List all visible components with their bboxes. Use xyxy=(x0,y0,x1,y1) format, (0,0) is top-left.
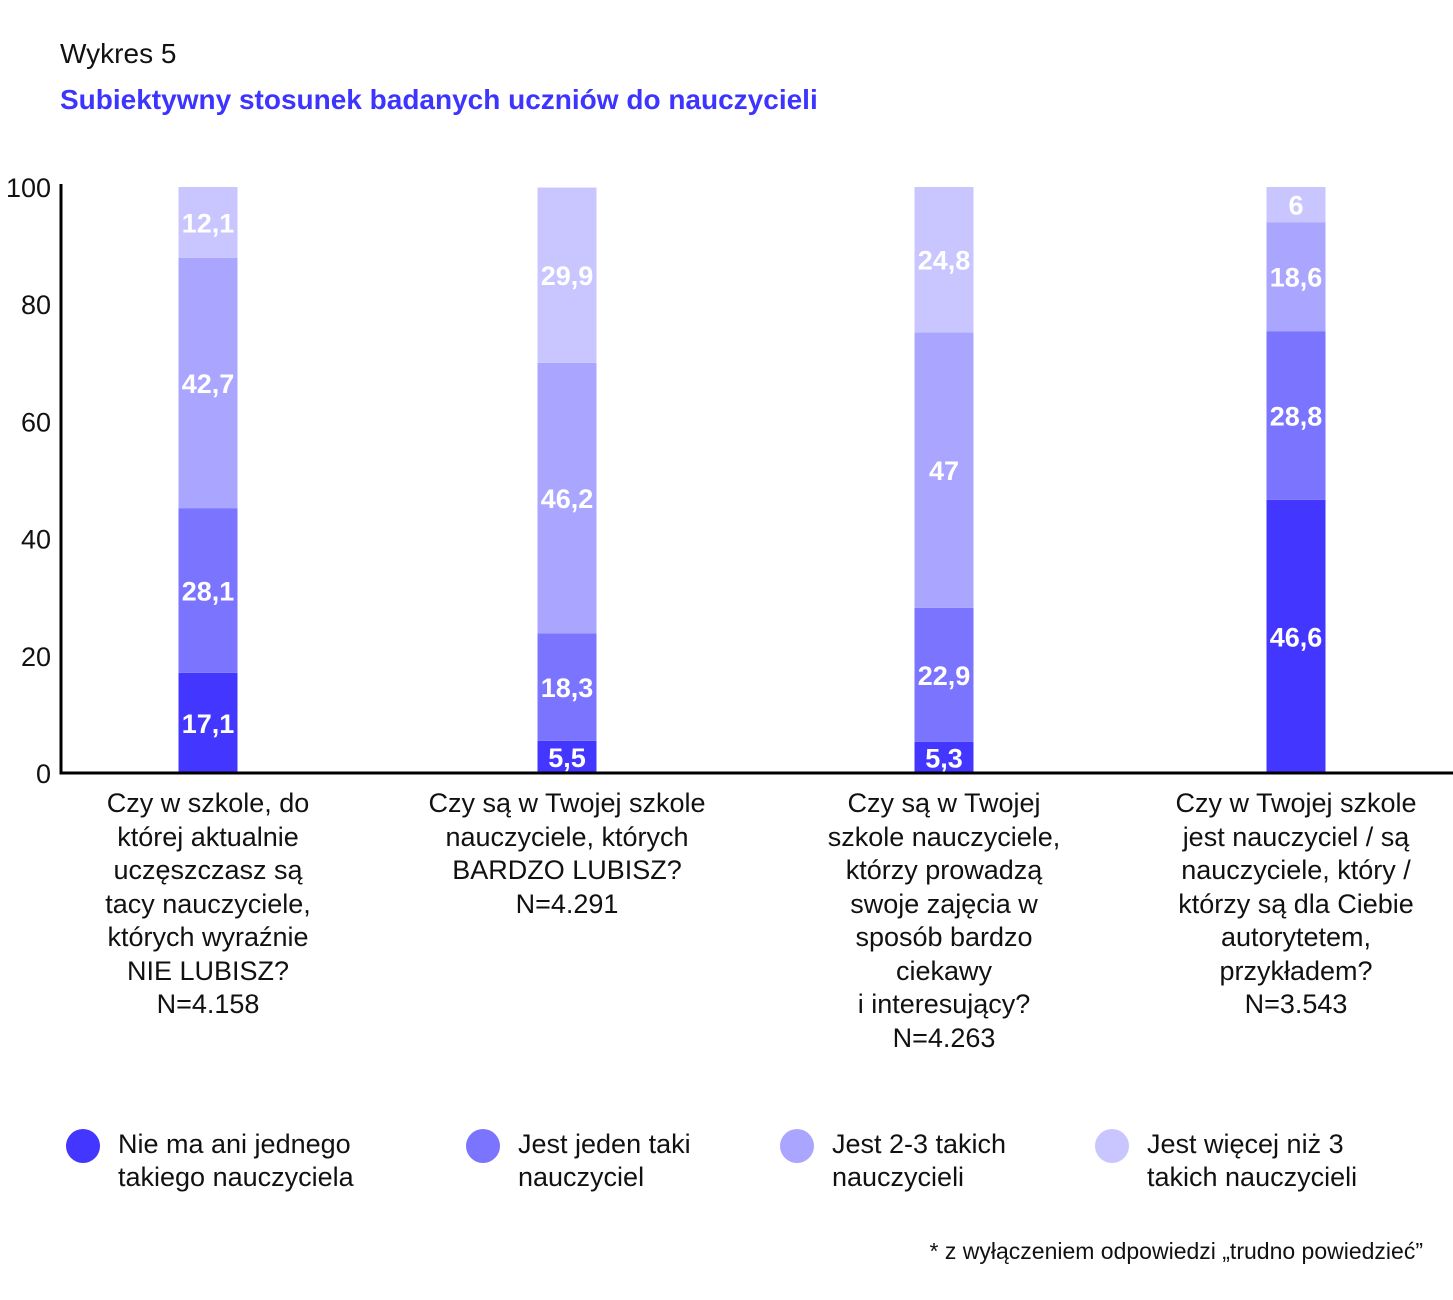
legend-label-one: Jest jeden taki nauczyciel xyxy=(518,1129,691,1192)
data-label-0-1: 28,1 xyxy=(182,576,235,606)
legend-swatch-more-than-three xyxy=(1095,1129,1129,1163)
bar-segment-1-1 xyxy=(537,633,597,741)
data-label-3-1: 28,8 xyxy=(1270,402,1323,432)
y-tick-label-80: 80 xyxy=(21,290,51,320)
bar-segment-1-3 xyxy=(537,187,597,363)
y-tick-label-0: 0 xyxy=(36,759,51,789)
legend-item-two-three: Jest 2-3 takich nauczycieli xyxy=(780,1128,1006,1194)
bar-segment-2-1 xyxy=(914,607,974,742)
y-tick-label-60: 60 xyxy=(21,407,51,437)
bar-segment-3-2 xyxy=(1266,222,1326,332)
data-label-1-2: 46,2 xyxy=(541,484,594,514)
data-label-2-1: 22,9 xyxy=(918,661,971,691)
bar-segment-2-2 xyxy=(914,332,974,608)
legend-swatch-two-three xyxy=(780,1129,814,1163)
bar-segment-2-3 xyxy=(914,187,974,333)
legend-item-none: Nie ma ani jednego takiego nauczyciela xyxy=(66,1128,354,1194)
data-label-3-2: 18,6 xyxy=(1270,263,1323,293)
bar-segment-1-2 xyxy=(537,362,597,634)
bar-segment-3-1 xyxy=(1266,331,1326,500)
legend-item-one: Jest jeden taki nauczyciel xyxy=(466,1128,691,1194)
data-label-2-3: 24,8 xyxy=(918,246,971,276)
legend-label-two-three: Jest 2-3 takich nauczycieli xyxy=(832,1129,1007,1192)
legend-item-more-than-three: Jest więcej niż 3 takich nauczycieli xyxy=(1095,1128,1357,1194)
bar-segment-0-1 xyxy=(178,508,238,673)
legend-swatch-one xyxy=(466,1129,500,1163)
bar-segment-2-0 xyxy=(914,741,974,773)
data-label-2-0: 5,3 xyxy=(925,743,963,773)
y-tick-label-100: 100 xyxy=(6,173,51,203)
data-label-1-1: 18,3 xyxy=(541,673,594,703)
data-label-1-3: 29,9 xyxy=(541,261,594,291)
data-label-0-2: 42,7 xyxy=(182,369,235,399)
category-label-1: Czy są w Twojej szkole nauczyciele, któr… xyxy=(428,788,706,919)
data-label-3-3: 6 xyxy=(1288,191,1303,221)
chart-title: Subiektywny stosunek badanych uczniów do… xyxy=(60,84,818,115)
category-label-3: Czy w Twojej szkole jest nauczyciel / są… xyxy=(1175,788,1417,1019)
legend-label-more-than-three: Jest więcej niż 3 takich nauczycieli xyxy=(1147,1129,1358,1192)
legend-label-none: Nie ma ani jednego takiego nauczyciela xyxy=(118,1129,354,1192)
bar-segment-0-2 xyxy=(178,257,238,509)
bar-segment-0-3 xyxy=(178,187,238,258)
legend-swatch-none xyxy=(66,1129,100,1163)
chart-number: Wykres 5 xyxy=(60,38,177,69)
y-tick-label-40: 40 xyxy=(21,525,51,555)
y-tick-label-20: 20 xyxy=(21,642,51,672)
data-label-2-2: 47 xyxy=(929,456,959,486)
bar-segment-3-3 xyxy=(1266,187,1326,223)
data-label-0-0: 17,1 xyxy=(182,709,235,739)
category-label-2: Czy są w Twojej szkole nauczyciele, któr… xyxy=(827,788,1061,1053)
data-label-1-0: 5,5 xyxy=(548,743,586,773)
footnote: * z wyłączeniem odpowiedzi „trudno powie… xyxy=(929,1238,1423,1264)
category-label-0: Czy w szkole, do której aktualnie uczęsz… xyxy=(105,788,311,1019)
data-label-0-3: 12,1 xyxy=(182,208,235,238)
bar-segment-1-0 xyxy=(537,740,597,773)
data-label-3-0: 46,6 xyxy=(1270,622,1323,652)
bar-segment-0-0 xyxy=(178,672,238,773)
bar-segment-3-0 xyxy=(1266,499,1326,773)
